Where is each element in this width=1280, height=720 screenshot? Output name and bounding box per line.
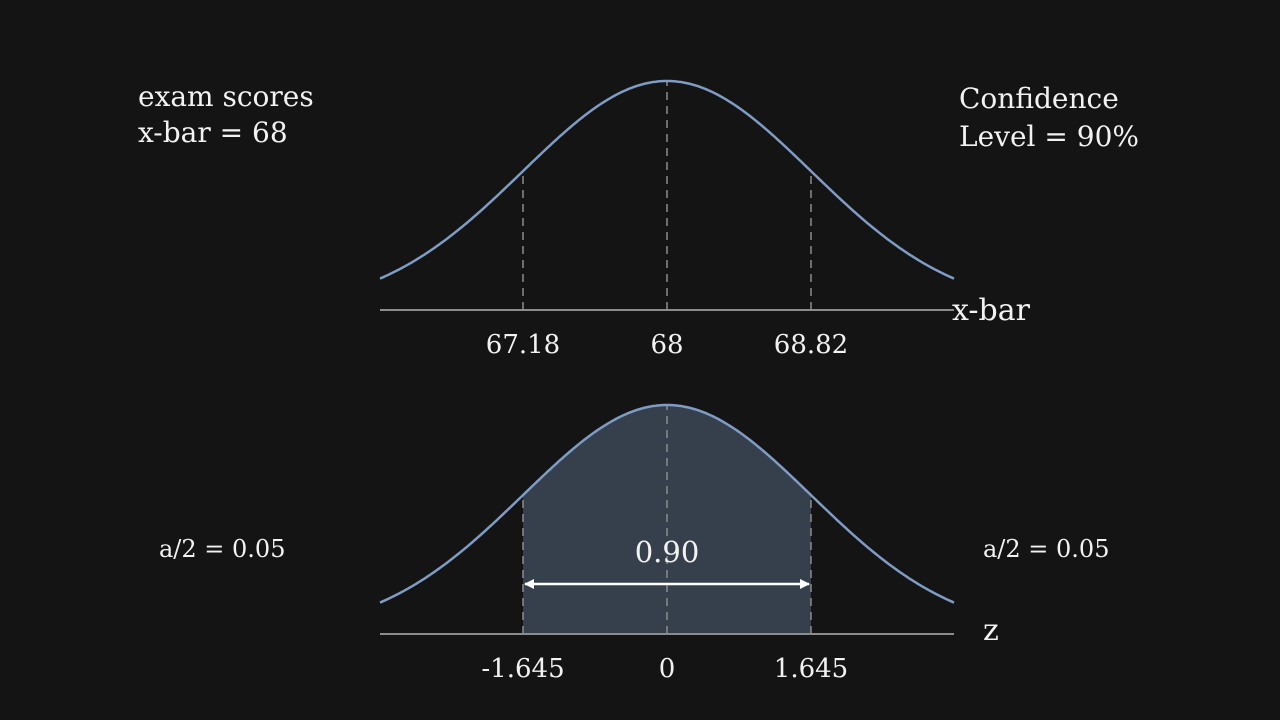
dataset-label: exam scores — [138, 80, 314, 113]
mean-label: x-bar = 68 — [138, 116, 288, 149]
bottom-normal-curve — [379, 403, 955, 604]
top-tick-left: 67.18 — [486, 330, 560, 360]
bottom-axis-label: z — [983, 613, 999, 648]
bottom-tick-right: 1.645 — [774, 654, 848, 684]
left-tail-label: a/2 = 0.05 — [159, 535, 285, 563]
confidence-label-line1: Confidence — [959, 82, 1119, 115]
bottom-tick-left: -1.645 — [481, 654, 564, 684]
right-tail-label: a/2 = 0.05 — [983, 535, 1109, 563]
top-tick-right: 68.82 — [774, 330, 848, 360]
central-area-label: 0.90 — [635, 535, 700, 569]
top-plot: 67.18 68 68.82 x-bar — [379, 79, 1031, 360]
confidence-label-line2: Level = 90% — [959, 120, 1139, 153]
bottom-plot: 0.90 -1.645 0 1.645 z — [379, 403, 999, 684]
top-normal-curve — [379, 79, 955, 280]
top-tick-center: 68 — [650, 330, 683, 360]
bottom-tick-center: 0 — [659, 654, 676, 684]
top-axis-label: x-bar — [952, 293, 1031, 328]
